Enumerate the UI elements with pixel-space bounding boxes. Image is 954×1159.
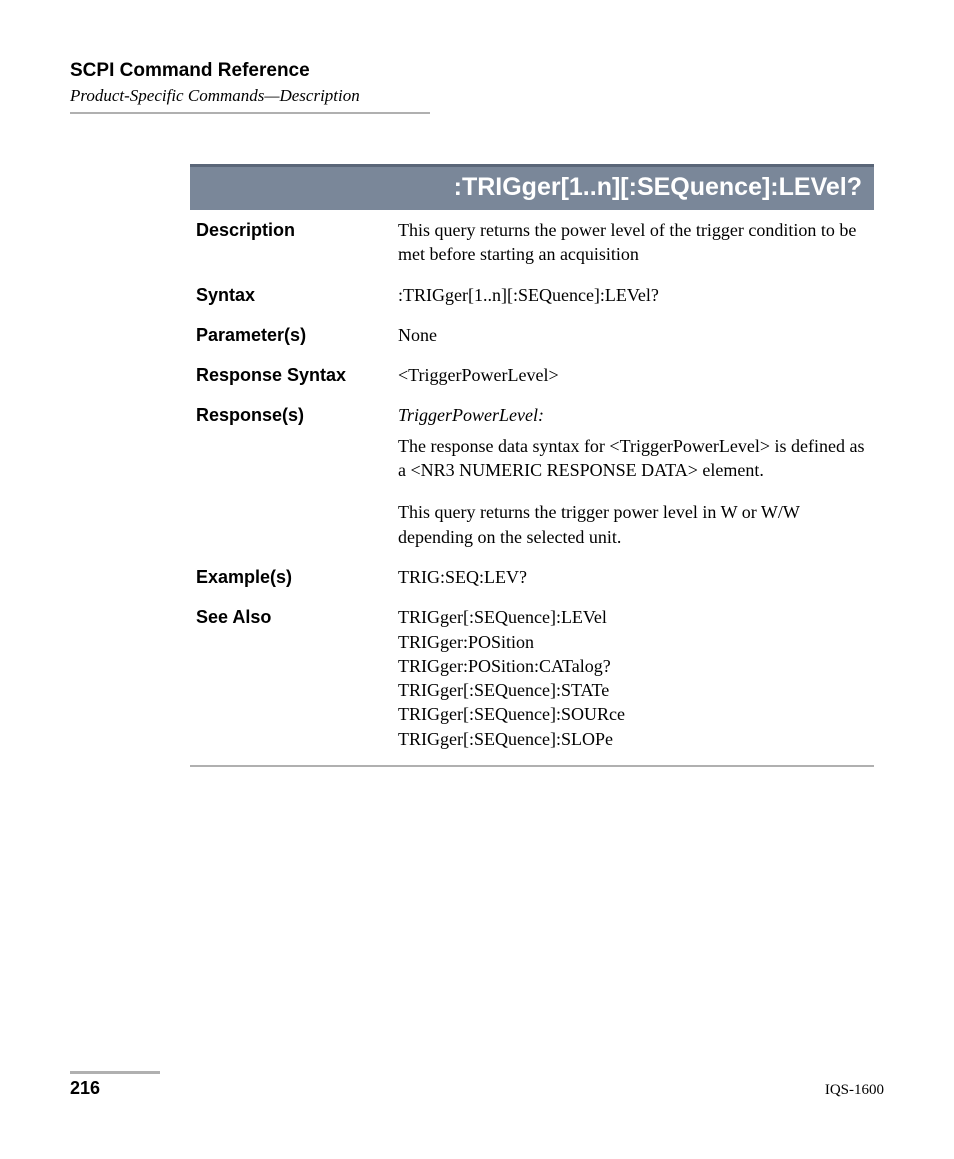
- page-container: SCPI Command Reference Product-Specific …: [0, 0, 954, 1159]
- row-response-syntax: Response Syntax <TriggerPowerLevel>: [190, 355, 874, 395]
- see-also-line-1: TRIGger:POSition: [398, 630, 868, 654]
- command-table: Description This query returns the power…: [190, 210, 874, 767]
- see-also-line-2: TRIGger:POSition:CATalog?: [398, 654, 868, 678]
- label-response-syntax: Response Syntax: [190, 355, 392, 395]
- see-also-line-3: TRIGger[:SEQuence]:STATe: [398, 678, 868, 702]
- label-responses: Response(s): [190, 395, 392, 556]
- header-rule: [70, 112, 430, 114]
- row-see-also: See Also TRIGger[:SEQuence]:LEVel TRIGge…: [190, 597, 874, 766]
- responses-heading: TriggerPowerLevel:: [398, 403, 868, 427]
- row-parameters: Parameter(s) None: [190, 315, 874, 355]
- text-examples: TRIG:SEQ:LEV?: [392, 557, 874, 597]
- doc-id: IQS-1600: [825, 1082, 884, 1099]
- label-description: Description: [190, 210, 392, 275]
- row-responses: Response(s) TriggerPowerLevel: The respo…: [190, 395, 874, 556]
- responses-para1: The response data syntax for <TriggerPow…: [398, 434, 868, 483]
- page-header: SCPI Command Reference Product-Specific …: [70, 60, 884, 114]
- text-description: This query returns the power level of th…: [392, 210, 874, 275]
- text-syntax: :TRIGger[1..n][:SEQuence]:LEVel?: [392, 275, 874, 315]
- see-also-line-4: TRIGger[:SEQuence]:SOURce: [398, 702, 868, 726]
- row-description: Description This query returns the power…: [190, 210, 874, 275]
- text-response-syntax: <TriggerPowerLevel>: [392, 355, 874, 395]
- footer-rule: [70, 1071, 160, 1074]
- footer-row: 216 IQS-1600: [70, 1078, 884, 1099]
- see-also-line-5: TRIGger[:SEQuence]:SLOPe: [398, 727, 868, 751]
- row-syntax: Syntax :TRIGger[1..n][:SEQuence]:LEVel?: [190, 275, 874, 315]
- header-title: SCPI Command Reference: [70, 60, 884, 82]
- text-parameters: None: [392, 315, 874, 355]
- label-see-also: See Also: [190, 597, 392, 766]
- command-title-bar: :TRIGger[1..n][:SEQuence]:LEVel?: [190, 164, 874, 210]
- page-number: 216: [70, 1078, 100, 1099]
- see-also-line-0: TRIGger[:SEQuence]:LEVel: [398, 605, 868, 629]
- text-see-also: TRIGger[:SEQuence]:LEVel TRIGger:POSitio…: [392, 597, 874, 766]
- label-syntax: Syntax: [190, 275, 392, 315]
- responses-para2: This query returns the trigger power lev…: [398, 500, 868, 549]
- header-subtitle: Product-Specific Commands—Description: [70, 86, 884, 106]
- row-examples: Example(s) TRIG:SEQ:LEV?: [190, 557, 874, 597]
- page-footer: 216 IQS-1600: [70, 1071, 884, 1099]
- label-parameters: Parameter(s): [190, 315, 392, 355]
- label-examples: Example(s): [190, 557, 392, 597]
- command-block: :TRIGger[1..n][:SEQuence]:LEVel? Descrip…: [190, 164, 874, 767]
- text-responses: TriggerPowerLevel: The response data syn…: [392, 395, 874, 556]
